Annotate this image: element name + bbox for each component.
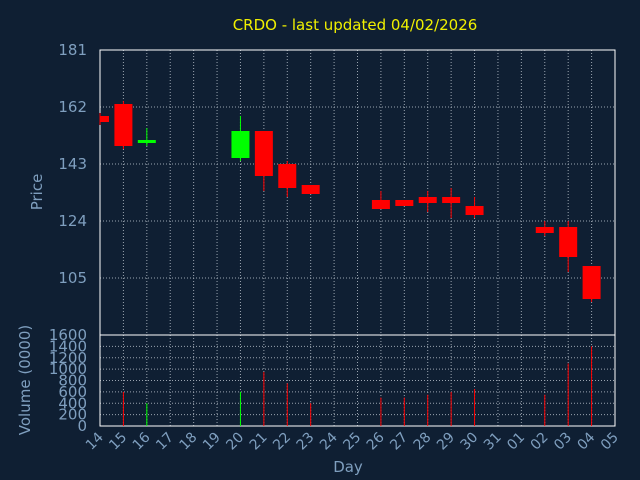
day-tick-label: 31 [481, 430, 505, 454]
day-tick-labels: 14 15 16 17 18 19 20 21 22 23 24 25 26 27 28 29 30 31 01 02… [83, 429, 622, 453]
candle-body [395, 200, 414, 206]
day-tick-label: 02 [528, 430, 552, 454]
volume-tick-label: 400 [58, 394, 87, 412]
day-tick-label: 27 [387, 430, 411, 454]
volume-tick-label: 1600 [49, 326, 87, 344]
candle-body [465, 206, 484, 215]
price-tick-labels: 181 162 143 124 105 [58, 41, 87, 287]
volume-tick-label: 1400 [49, 337, 87, 355]
volume-tick-label: 600 [58, 383, 87, 401]
candle [465, 197, 484, 218]
candle-body [535, 227, 554, 233]
candle [442, 188, 461, 218]
candle-body [559, 227, 578, 257]
day-tick-label: 24 [317, 429, 341, 453]
day-tick-label: 28 [411, 430, 435, 454]
day-tick-label: 18 [177, 430, 201, 454]
candle-body [582, 266, 601, 299]
candle-body [442, 197, 461, 203]
day-tick-label: 01 [504, 430, 528, 454]
price-tick-label: 181 [58, 41, 87, 59]
day-tick-label: 25 [340, 430, 364, 454]
candles [99, 101, 601, 302]
day-tick-label: 20 [223, 430, 247, 454]
candle [137, 128, 156, 146]
day-tick-label: 26 [364, 429, 388, 453]
day-tick-label: 05 [598, 430, 622, 454]
day-tick-label: 04 [574, 429, 598, 453]
x-axis-label: Day [333, 458, 363, 476]
volume-plot-area [99, 334, 616, 427]
volume-bars [122, 346, 593, 426]
day-tick-label: 29 [434, 430, 458, 454]
grid-lines [99, 49, 616, 427]
candle-body [371, 200, 390, 209]
candle-body [231, 131, 250, 158]
candle [559, 221, 578, 272]
candle-body [254, 131, 273, 176]
day-tick-label: 16 [130, 429, 154, 453]
candle [418, 191, 437, 212]
chart-title: CRDO - last updated 04/02/2026 [233, 16, 478, 34]
day-tick-label: 21 [247, 430, 271, 454]
price-tick-label: 162 [58, 98, 87, 116]
price-axis-label: Price [28, 174, 46, 211]
day-tick-label: 22 [270, 430, 294, 454]
candle [99, 113, 109, 125]
day-tick-label: 17 [153, 430, 177, 454]
day-tick-label: 03 [551, 430, 575, 454]
day-tick-label: 15 [106, 430, 130, 454]
volume-tick-label: 1000 [49, 360, 87, 378]
candle [582, 266, 601, 302]
candle [395, 200, 414, 206]
candle-body [137, 140, 156, 143]
day-tick-label: 23 [294, 430, 318, 454]
volume-tick-label: 0 [77, 417, 87, 435]
day-tick-label: 19 [200, 430, 224, 454]
candle [114, 101, 133, 149]
candle [254, 131, 273, 191]
volume-tick-label: 200 [58, 406, 87, 424]
candle-body [278, 164, 297, 188]
day-tick-label: 30 [457, 430, 481, 454]
volume-tick-label: 800 [58, 372, 87, 390]
volume-tick-label: 1200 [49, 349, 87, 367]
candle-body [114, 104, 133, 146]
volume-panel [99, 334, 616, 427]
price-tick-label: 105 [58, 269, 87, 287]
candle-body [418, 197, 437, 203]
candle [278, 161, 297, 197]
candle [231, 116, 250, 161]
candle-body [100, 116, 109, 122]
volume-axis-label: Volume (0000) [16, 325, 34, 435]
candle [371, 191, 390, 209]
price-tick-label: 143 [58, 155, 87, 173]
candle [535, 221, 554, 236]
price-tick-label: 124 [58, 212, 87, 230]
candle-body [301, 185, 320, 194]
candle [301, 185, 320, 194]
